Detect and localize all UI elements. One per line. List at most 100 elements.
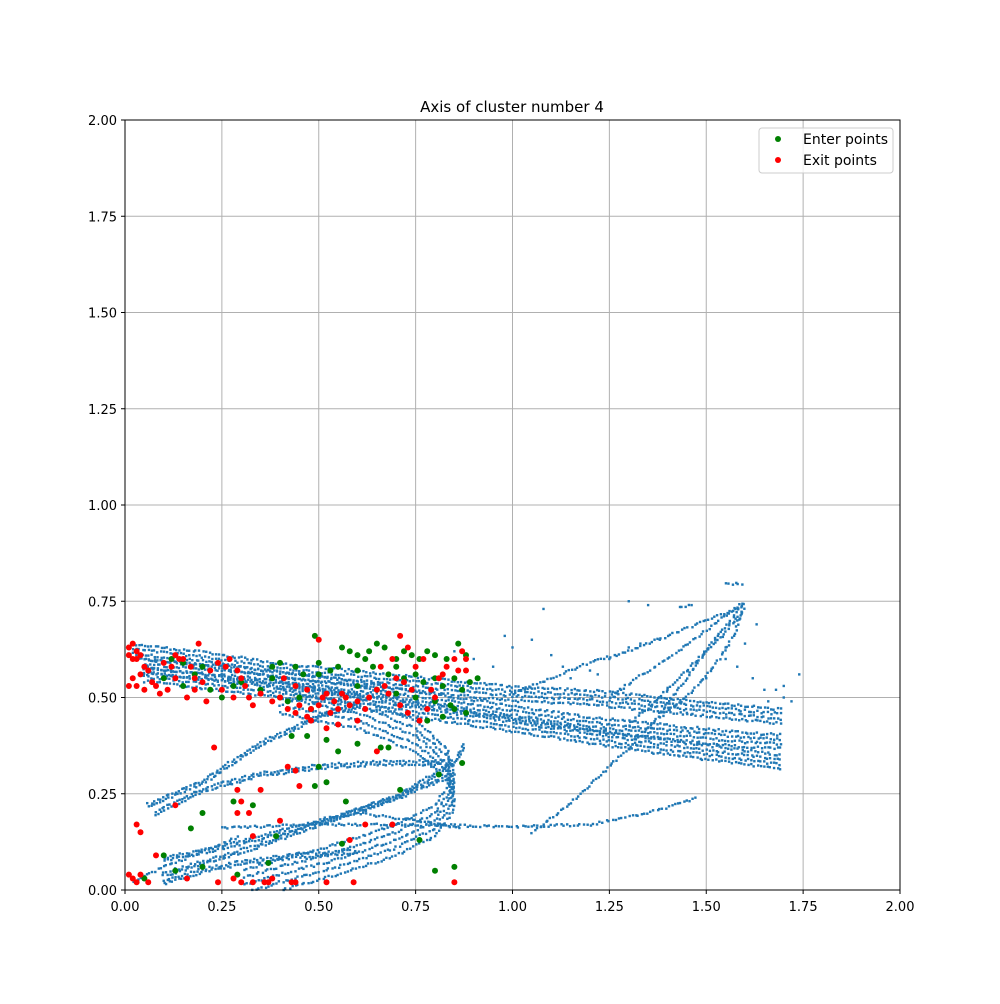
trajectory-point bbox=[763, 760, 766, 763]
trajectory-point bbox=[627, 600, 630, 603]
trajectory-point bbox=[695, 747, 698, 750]
trajectory-point bbox=[469, 696, 472, 699]
trajectory-point bbox=[245, 840, 248, 844]
trajectory-point bbox=[312, 820, 316, 824]
exit-point bbox=[234, 786, 241, 793]
trajectory-point bbox=[497, 825, 501, 828]
trajectory-point bbox=[557, 715, 560, 718]
trajectory-point bbox=[209, 846, 213, 850]
trajectory-point bbox=[755, 740, 759, 744]
trajectory-point bbox=[705, 701, 708, 704]
trajectory-point bbox=[596, 737, 599, 740]
trajectory-point bbox=[437, 703, 440, 706]
trajectory-point bbox=[349, 869, 353, 872]
trajectory-point bbox=[373, 703, 377, 706]
trajectory-point bbox=[382, 736, 386, 740]
trajectory-point bbox=[302, 722, 305, 726]
trajectory-point bbox=[594, 693, 597, 697]
trajectory-point bbox=[629, 698, 633, 701]
trajectory-point bbox=[297, 677, 300, 681]
trajectory-point bbox=[524, 716, 527, 719]
trajectory-point bbox=[326, 823, 330, 826]
trajectory-point bbox=[466, 703, 470, 706]
trajectory-point bbox=[310, 881, 313, 885]
trajectory-point bbox=[606, 723, 609, 726]
trajectory-point bbox=[567, 701, 570, 704]
trajectory-point bbox=[330, 853, 333, 856]
trajectory-point bbox=[290, 829, 294, 833]
trajectory-point bbox=[741, 602, 744, 605]
trajectory-point bbox=[585, 716, 589, 720]
trajectory-point bbox=[463, 694, 466, 697]
trajectory-point bbox=[692, 637, 695, 641]
trajectory-point bbox=[478, 691, 481, 694]
trajectory-point bbox=[605, 701, 609, 704]
exit-point bbox=[292, 879, 299, 886]
trajectory-point bbox=[782, 684, 785, 688]
trajectory-point bbox=[555, 823, 558, 826]
trajectory-point bbox=[716, 638, 719, 642]
trajectory-point bbox=[212, 860, 216, 863]
trajectory-point bbox=[572, 824, 576, 827]
enter-point bbox=[362, 656, 369, 662]
trajectory-point bbox=[452, 790, 456, 793]
trajectory-point bbox=[779, 718, 782, 722]
trajectory-point bbox=[236, 680, 239, 683]
trajectory-point bbox=[323, 851, 326, 855]
trajectory-point bbox=[169, 648, 172, 651]
trajectory-point bbox=[352, 673, 356, 676]
trajectory-point bbox=[679, 730, 683, 734]
trajectory-point bbox=[624, 724, 627, 728]
trajectory-point bbox=[462, 701, 466, 704]
exit-point bbox=[335, 721, 342, 728]
trajectory-point bbox=[189, 875, 192, 878]
trajectory-point bbox=[194, 680, 198, 683]
trajectory-point bbox=[594, 777, 598, 781]
trajectory-point bbox=[628, 724, 631, 727]
trajectory-point bbox=[707, 732, 710, 735]
trajectory-point bbox=[515, 726, 518, 730]
trajectory-point bbox=[200, 656, 203, 659]
trajectory-point bbox=[185, 649, 189, 652]
trajectory-point bbox=[270, 884, 273, 887]
trajectory-point bbox=[698, 620, 702, 624]
trajectory-point bbox=[185, 661, 188, 665]
trajectory-point bbox=[322, 877, 326, 881]
trajectory-point bbox=[442, 759, 446, 762]
trajectory-point bbox=[612, 695, 615, 698]
exit-point bbox=[215, 659, 221, 666]
trajectory-point bbox=[418, 763, 421, 766]
trajectory-point bbox=[573, 738, 576, 742]
trajectory-point bbox=[423, 781, 426, 784]
trajectory-point bbox=[267, 885, 270, 888]
trajectory-point bbox=[443, 688, 446, 692]
trajectory-point bbox=[657, 696, 661, 699]
trajectory-point bbox=[677, 686, 680, 690]
exit-point bbox=[129, 640, 136, 647]
trajectory-point bbox=[452, 697, 455, 700]
trajectory-point bbox=[540, 713, 543, 717]
trajectory-point bbox=[283, 733, 286, 736]
trajectory-point bbox=[511, 695, 514, 699]
trajectory-point bbox=[429, 782, 432, 785]
trajectory-point bbox=[662, 701, 665, 704]
trajectory-point bbox=[540, 692, 544, 695]
trajectory-point bbox=[635, 734, 638, 737]
trajectory-point bbox=[382, 759, 386, 762]
trajectory-point bbox=[513, 689, 517, 692]
trajectory-point bbox=[286, 832, 290, 836]
trajectory-point bbox=[545, 709, 549, 712]
trajectory-point bbox=[282, 855, 285, 858]
exit-point bbox=[137, 871, 144, 878]
trajectory-point bbox=[627, 729, 631, 732]
trajectory-point bbox=[307, 765, 310, 769]
trajectory-point bbox=[683, 697, 686, 700]
trajectory-point bbox=[300, 665, 304, 668]
trajectory-point bbox=[367, 731, 370, 734]
trajectory-point bbox=[352, 845, 356, 849]
trajectory-point bbox=[614, 818, 618, 822]
trajectory-point bbox=[753, 746, 756, 749]
trajectory-point bbox=[179, 651, 183, 655]
trajectory-point bbox=[721, 730, 724, 733]
trajectory-point bbox=[223, 844, 227, 847]
